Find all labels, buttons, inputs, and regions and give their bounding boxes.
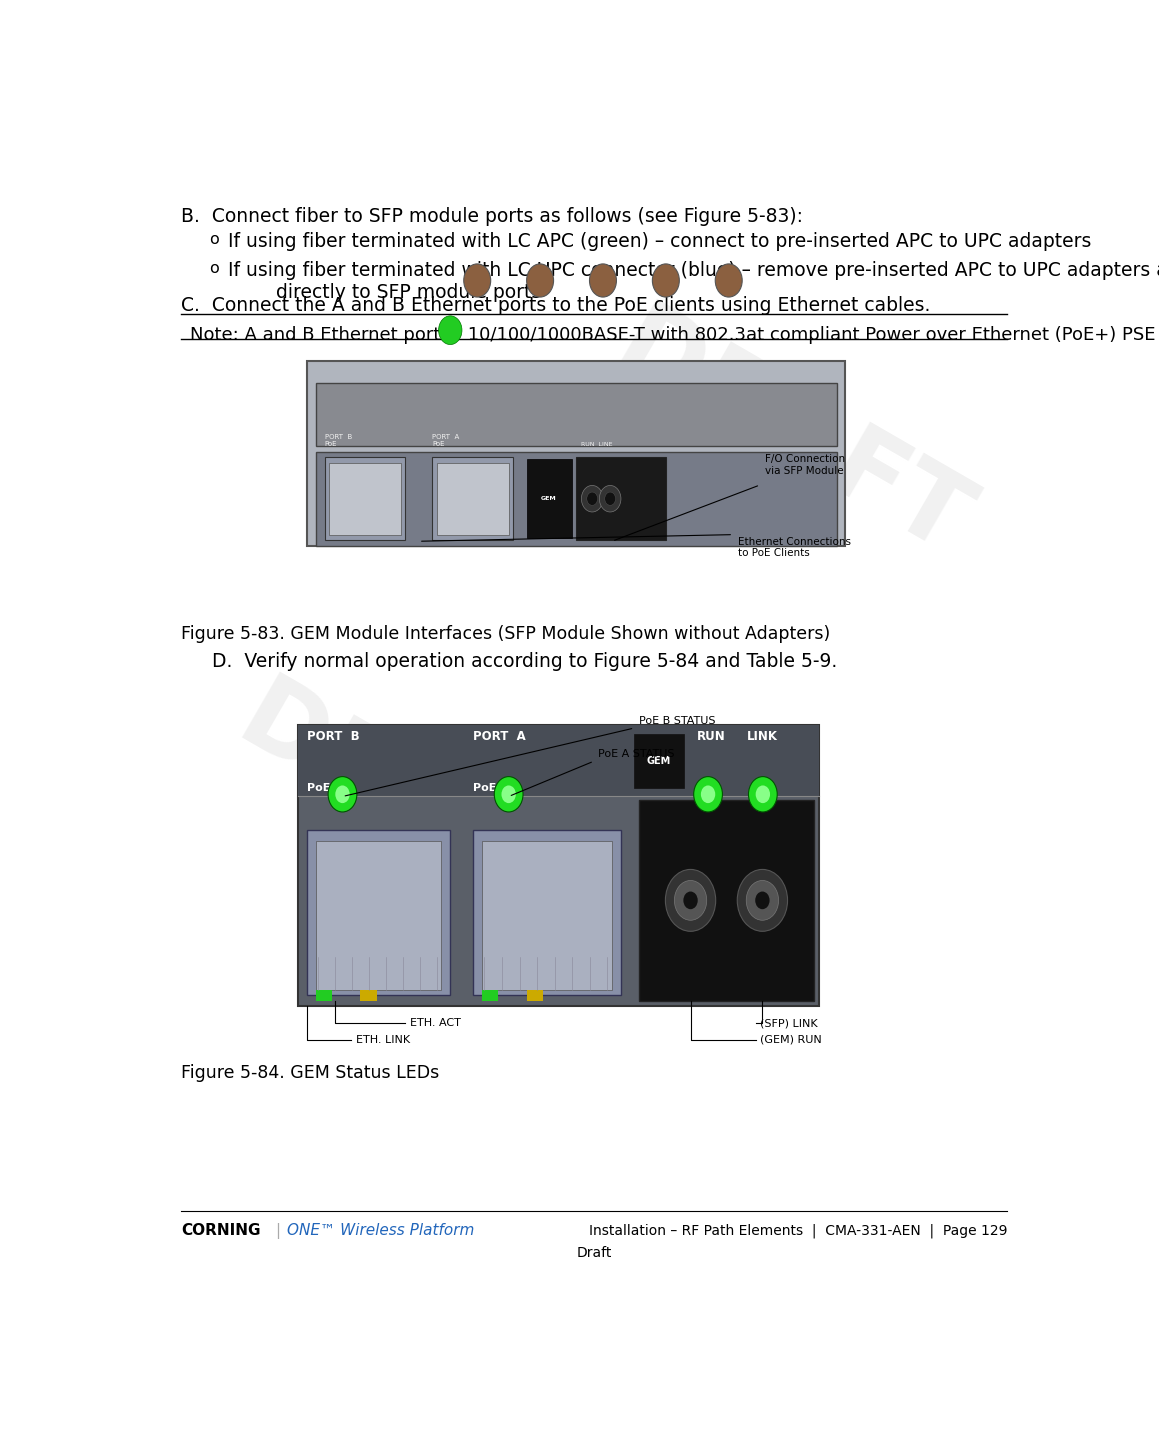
Text: Figure 5-84. GEM Status LEDs: Figure 5-84. GEM Status LEDs	[181, 1063, 439, 1082]
Text: (SFP) LINK: (SFP) LINK	[760, 1017, 818, 1027]
Text: Ethernet Connections
to PoE Clients: Ethernet Connections to PoE Clients	[738, 537, 851, 558]
Circle shape	[694, 776, 722, 812]
Circle shape	[675, 881, 707, 920]
Bar	[298, 725, 818, 1006]
Bar	[634, 733, 684, 788]
Bar	[639, 799, 814, 1002]
Text: LINK: LINK	[746, 730, 778, 743]
Text: PoE: PoE	[307, 784, 330, 794]
Text: GEM: GEM	[541, 497, 557, 501]
Bar	[315, 990, 331, 1002]
Text: C.  Connect the A and B Ethernet ports to the PoE clients using Ethernet cables.: C. Connect the A and B Ethernet ports to…	[181, 296, 931, 314]
Circle shape	[328, 776, 357, 812]
Text: RUN  LINE: RUN LINE	[581, 442, 612, 448]
Circle shape	[502, 785, 516, 804]
Text: PoE: PoE	[473, 784, 496, 794]
Bar	[432, 458, 513, 540]
Circle shape	[605, 492, 615, 505]
Text: Note: A and B Ethernet ports - 10/100/1000BASE-T with 802.3at compliant Power ov: Note: A and B Ethernet ports - 10/100/10…	[190, 326, 1159, 344]
Bar	[437, 464, 509, 535]
Bar	[262, 350, 890, 611]
Bar	[526, 990, 542, 1002]
Circle shape	[756, 891, 770, 910]
Circle shape	[737, 870, 788, 931]
Bar	[172, 679, 1016, 1050]
Text: PORT  B
PoE: PORT B PoE	[325, 435, 352, 448]
Bar	[307, 829, 451, 996]
Circle shape	[590, 264, 617, 297]
Text: Installation – RF Path Elements  |  CMA-331-AEN  |  Page 129: Installation – RF Path Elements | CMA-33…	[589, 1223, 1007, 1237]
Text: Draft: Draft	[576, 1246, 612, 1260]
Bar	[298, 725, 818, 796]
Text: (GEM) RUN: (GEM) RUN	[760, 1035, 822, 1045]
Text: If using fiber terminated with LC APC (green) – connect to pre-inserted APC to U: If using fiber terminated with LC APC (g…	[228, 232, 1092, 251]
Circle shape	[464, 264, 490, 297]
Bar	[325, 458, 406, 540]
Text: ONE™ Wireless Platform: ONE™ Wireless Platform	[286, 1223, 474, 1238]
Bar	[307, 362, 846, 545]
Bar	[360, 990, 377, 1002]
Circle shape	[335, 785, 350, 804]
Bar	[473, 829, 621, 996]
Text: GEM: GEM	[647, 756, 671, 766]
Text: PORT  A: PORT A	[473, 730, 525, 743]
Text: D.  Verify normal operation according to Figure 5-84 and Table 5-9.: D. Verify normal operation according to …	[212, 651, 838, 670]
Circle shape	[684, 891, 698, 910]
Text: ETH. LINK: ETH. LINK	[356, 1035, 410, 1045]
Text: DRAFT: DRAFT	[220, 669, 608, 950]
Text: PORT  A
PoE: PORT A PoE	[432, 435, 460, 448]
Text: Figure 5-83. GEM Module Interfaces (SFP Module Shown without Adapters): Figure 5-83. GEM Module Interfaces (SFP …	[181, 626, 830, 643]
Circle shape	[746, 881, 779, 920]
Bar	[315, 452, 837, 545]
Text: o: o	[210, 232, 219, 247]
Text: RUN: RUN	[698, 730, 726, 743]
Circle shape	[586, 492, 598, 505]
Bar	[482, 990, 498, 1002]
Circle shape	[653, 264, 679, 297]
Bar	[482, 841, 612, 990]
Circle shape	[599, 485, 621, 512]
Circle shape	[438, 316, 462, 344]
Circle shape	[494, 776, 523, 812]
Text: If using fiber terminated with LC UPC connector (blue) – remove pre-inserted APC: If using fiber terminated with LC UPC co…	[228, 261, 1159, 301]
Circle shape	[582, 485, 603, 512]
Circle shape	[665, 870, 716, 931]
Bar	[315, 841, 442, 990]
Text: PoE A STATUS: PoE A STATUS	[598, 749, 675, 759]
Bar	[329, 464, 401, 535]
Text: o: o	[210, 261, 219, 276]
Bar	[526, 459, 571, 538]
Circle shape	[701, 785, 715, 804]
Text: F/O Connection
via SFP Module: F/O Connection via SFP Module	[765, 455, 845, 476]
Text: PORT  B: PORT B	[307, 730, 359, 743]
Text: DRAFT: DRAFT	[598, 296, 985, 578]
Text: |: |	[275, 1223, 280, 1238]
Circle shape	[756, 785, 770, 804]
Text: PoE B STATUS: PoE B STATUS	[639, 716, 715, 726]
Bar	[315, 383, 837, 446]
Text: B.  Connect fiber to SFP module ports as follows (see Figure 5-83):: B. Connect fiber to SFP module ports as …	[181, 207, 803, 225]
Circle shape	[526, 264, 554, 297]
Bar	[576, 458, 666, 540]
Circle shape	[715, 264, 742, 297]
Circle shape	[749, 776, 778, 812]
Text: CORNING: CORNING	[181, 1223, 261, 1238]
Text: ETH. ACT: ETH. ACT	[410, 1017, 461, 1027]
